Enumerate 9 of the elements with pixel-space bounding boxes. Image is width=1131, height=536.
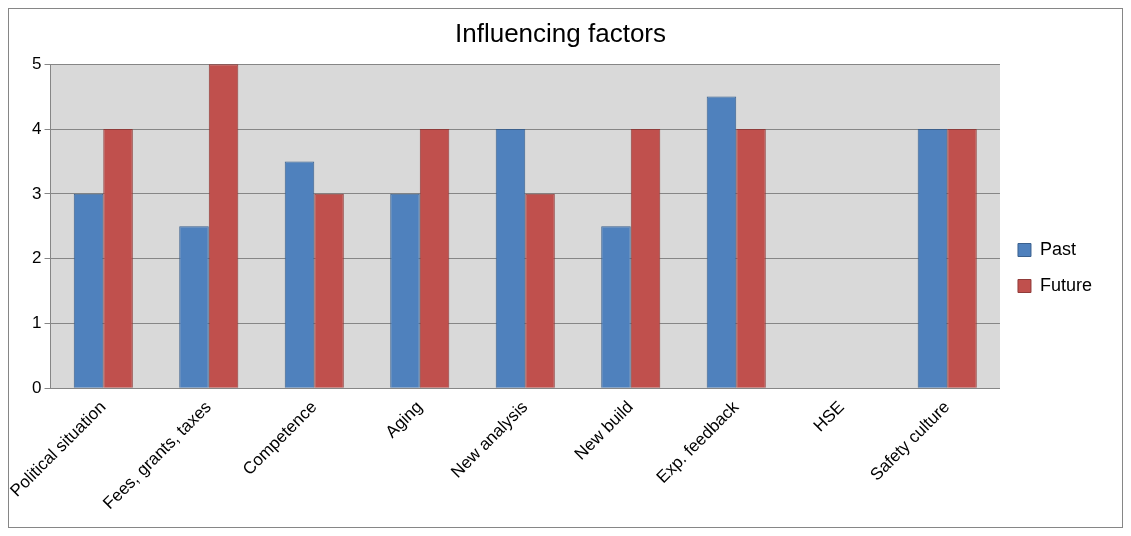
y-tick-label: 2 bbox=[32, 248, 42, 268]
y-tick-label: 5 bbox=[32, 53, 42, 73]
legend-label: Past bbox=[1039, 238, 1077, 259]
y-tick-label: 0 bbox=[32, 378, 42, 398]
y-tick-label: 3 bbox=[32, 183, 42, 203]
chart-title: Influencing factors bbox=[454, 17, 667, 48]
y-tick-label: 1 bbox=[32, 313, 42, 333]
legend-label: Future bbox=[1039, 274, 1093, 295]
y-tick-label: 4 bbox=[32, 118, 42, 138]
